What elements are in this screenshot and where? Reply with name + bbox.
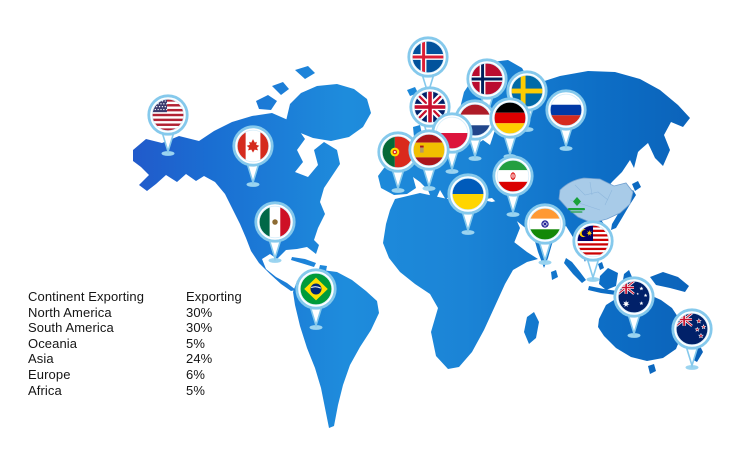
no-flag-pin[interactable] xyxy=(464,58,510,122)
table-row: South America 30% xyxy=(28,320,256,336)
ua-flag-pin[interactable] xyxy=(445,173,491,237)
export-percent: 5% xyxy=(186,335,205,351)
my-flag-pin[interactable] xyxy=(570,220,616,284)
table-row: Oceania 5% xyxy=(28,336,256,352)
de-flag-pin[interactable] xyxy=(487,97,533,161)
ir-flag-pin[interactable] xyxy=(490,155,536,219)
ru-flag-pin[interactable] xyxy=(543,89,589,153)
continent-label: Asia xyxy=(28,351,54,367)
table-row: North America 30% xyxy=(28,305,256,321)
table-row: Asia 24% xyxy=(28,351,256,367)
continent-export-table: Continent Exporting Exporting North Amer… xyxy=(28,289,256,398)
table-header: Continent Exporting Exporting xyxy=(28,289,256,305)
export-percent: 30% xyxy=(186,320,213,336)
continent-label: North America xyxy=(28,304,112,320)
in-flag-pin[interactable] xyxy=(522,203,568,267)
table-row: Africa 5% xyxy=(28,383,256,399)
table-rows: North America 30% South America 30% Oceania 5… xyxy=(28,305,256,399)
green-logo-icon xyxy=(568,197,585,213)
us-flag-pin[interactable] xyxy=(145,94,191,158)
export-percent: 30% xyxy=(186,304,213,320)
au-flag-pin[interactable] xyxy=(611,276,657,340)
nz-flag-pin[interactable] xyxy=(669,308,715,372)
continents xyxy=(133,60,703,428)
es-flag-pin[interactable] xyxy=(406,129,452,193)
table-row: Europe 6% xyxy=(28,367,256,383)
continent-label: Oceania xyxy=(28,335,78,351)
ca-flag-pin[interactable] xyxy=(230,125,276,189)
table-header-continent: Continent Exporting xyxy=(28,289,145,304)
continent-label: Europe xyxy=(28,366,71,382)
continent-label: Africa xyxy=(28,382,62,398)
mx-flag-pin[interactable] xyxy=(252,201,298,265)
export-percent: 6% xyxy=(186,366,205,382)
export-percent: 24% xyxy=(186,351,213,367)
table-header-exporting: Exporting xyxy=(186,289,242,304)
br-flag-pin[interactable] xyxy=(293,268,339,332)
pt-flag-pin[interactable] xyxy=(375,131,421,195)
continent-label: South America xyxy=(28,320,114,336)
export-percent: 5% xyxy=(186,382,205,398)
